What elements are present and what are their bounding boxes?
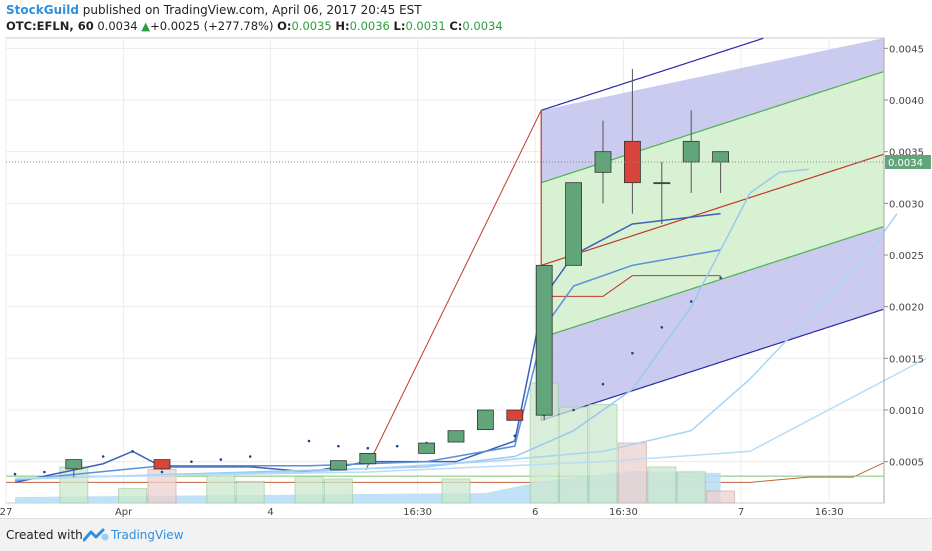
sar-dot	[631, 351, 634, 355]
price-tick-label: 0.0010	[889, 406, 924, 417]
sar-dot	[190, 460, 193, 463]
sar-dot	[13, 472, 17, 476]
axes: 0.0005 0.0010 0.0015 0.0020 0.0025 0.0030 0.00…	[0, 38, 931, 518]
open-value: 0.0035	[291, 19, 332, 33]
sar-dot	[337, 444, 340, 448]
volume-bar	[617, 442, 647, 504]
high-label: H:	[335, 19, 350, 33]
candle-body	[329, 460, 347, 471]
candle-body	[65, 459, 83, 470]
candle-body	[624, 140, 641, 184]
sar-dot	[572, 408, 575, 412]
symbol-label: OTC:EFLN, 60	[6, 19, 94, 33]
price-tick-label: 0.0005	[889, 458, 924, 469]
candle-body	[535, 264, 553, 416]
sar-dot	[160, 470, 164, 474]
channel-lower-median	[541, 226, 884, 339]
volume-bar	[588, 404, 618, 504]
channel-band-inner	[541, 71, 884, 338]
volume-bar	[206, 473, 236, 504]
up-arrow-icon: ▲	[141, 19, 151, 33]
candle-body	[476, 409, 494, 431]
sar-dot	[395, 444, 399, 448]
candle-body	[506, 409, 524, 421]
channel-bottom-line	[541, 308, 884, 421]
close-label: C:	[449, 19, 463, 33]
candle-body	[418, 442, 436, 454]
sar-dot	[248, 455, 252, 458]
volume-bar	[235, 480, 265, 504]
price-chart[interactable]: 0.0005 0.0010 0.0015 0.0020 0.0025 0.0030 0.00…	[0, 36, 932, 518]
sar-dot	[513, 434, 517, 438]
candle-body	[447, 430, 465, 443]
time-tick-label: 16:30	[403, 507, 432, 518]
time-tick-label: 7	[738, 507, 744, 518]
volume-bar	[676, 471, 706, 504]
footer: Created with TradingView	[0, 518, 932, 551]
created-with-text: Created with	[6, 528, 83, 542]
candle-body	[712, 151, 729, 163]
low-value: 0.0031	[405, 19, 446, 33]
volume-bar	[441, 478, 471, 504]
sar-dot	[101, 455, 105, 458]
moving-average-line	[14, 357, 927, 479]
price-tick-label: 0.0035	[889, 148, 924, 159]
sar-dot	[219, 458, 223, 461]
volume-bar	[706, 490, 736, 504]
moving-average-line	[14, 213, 898, 479]
sar-dot	[719, 276, 722, 280]
candle-body	[359, 452, 377, 465]
last-price: 0.0034	[97, 19, 138, 33]
low-label: L:	[393, 19, 406, 33]
volume-bar	[118, 488, 148, 504]
moving-average-line	[14, 249, 721, 482]
pitchfork-channel	[6, 37, 885, 483]
base-line	[6, 462, 885, 483]
sar-dot	[43, 470, 46, 474]
last-price-label: 0.0034	[888, 158, 923, 169]
publish-line: StockGuild published on TradingView.com,…	[6, 3, 422, 17]
time-tick-label: 27	[0, 507, 12, 518]
sar-dot	[689, 300, 693, 303]
candle-body	[653, 182, 671, 185]
trend-line	[365, 110, 542, 471]
candle-body	[682, 140, 700, 163]
chart-header: StockGuild published on TradingView.com,…	[0, 0, 932, 36]
sar-dot	[307, 439, 311, 443]
candle-body	[565, 182, 582, 266]
price-tick-label: 0.0025	[889, 251, 924, 262]
channel-band-lower	[541, 226, 884, 421]
price-change: +0.0025 (+277.78%)	[150, 19, 274, 33]
sar-dot	[601, 382, 605, 386]
time-tick-label: 6	[532, 507, 538, 518]
open-label: O:	[277, 19, 292, 33]
time-tick-label: Apr	[115, 507, 133, 518]
tradingview-brand[interactable]: TradingView	[111, 528, 184, 542]
sar-dot	[366, 446, 370, 450]
price-tick-label: 0.0030	[889, 199, 924, 210]
sar-dot	[131, 450, 134, 453]
candle-body	[153, 459, 171, 470]
symbol-line: OTC:EFLN, 60 0.0034 ▲+0.0025 (+277.78%) …	[6, 19, 503, 33]
publisher-link[interactable]: StockGuild	[6, 3, 79, 17]
time-tick-label: 16:30	[609, 507, 638, 518]
tradingview-logo-icon	[83, 528, 109, 542]
channel-median-line	[541, 153, 884, 266]
channel-top-line	[541, 37, 764, 111]
published-text: published on TradingView.com, April 06, …	[82, 3, 422, 17]
close-value: 0.0034	[462, 19, 503, 33]
support-line	[544, 275, 721, 297]
sar-dot	[660, 326, 664, 329]
price-tick-label: 0.0040	[889, 96, 924, 107]
price-tick-label: 0.0020	[889, 303, 924, 314]
time-tick-label: 4	[267, 507, 273, 518]
high-value: 0.0036	[349, 19, 390, 33]
last-price-marker	[885, 155, 931, 169]
price-tick-label: 0.0015	[889, 354, 924, 365]
time-tick-label: 16:30	[815, 507, 844, 518]
volume-bar	[323, 478, 353, 504]
volume-bar	[647, 466, 677, 504]
volume-bar	[294, 476, 324, 504]
price-tick-label: 0.0045	[889, 44, 924, 55]
